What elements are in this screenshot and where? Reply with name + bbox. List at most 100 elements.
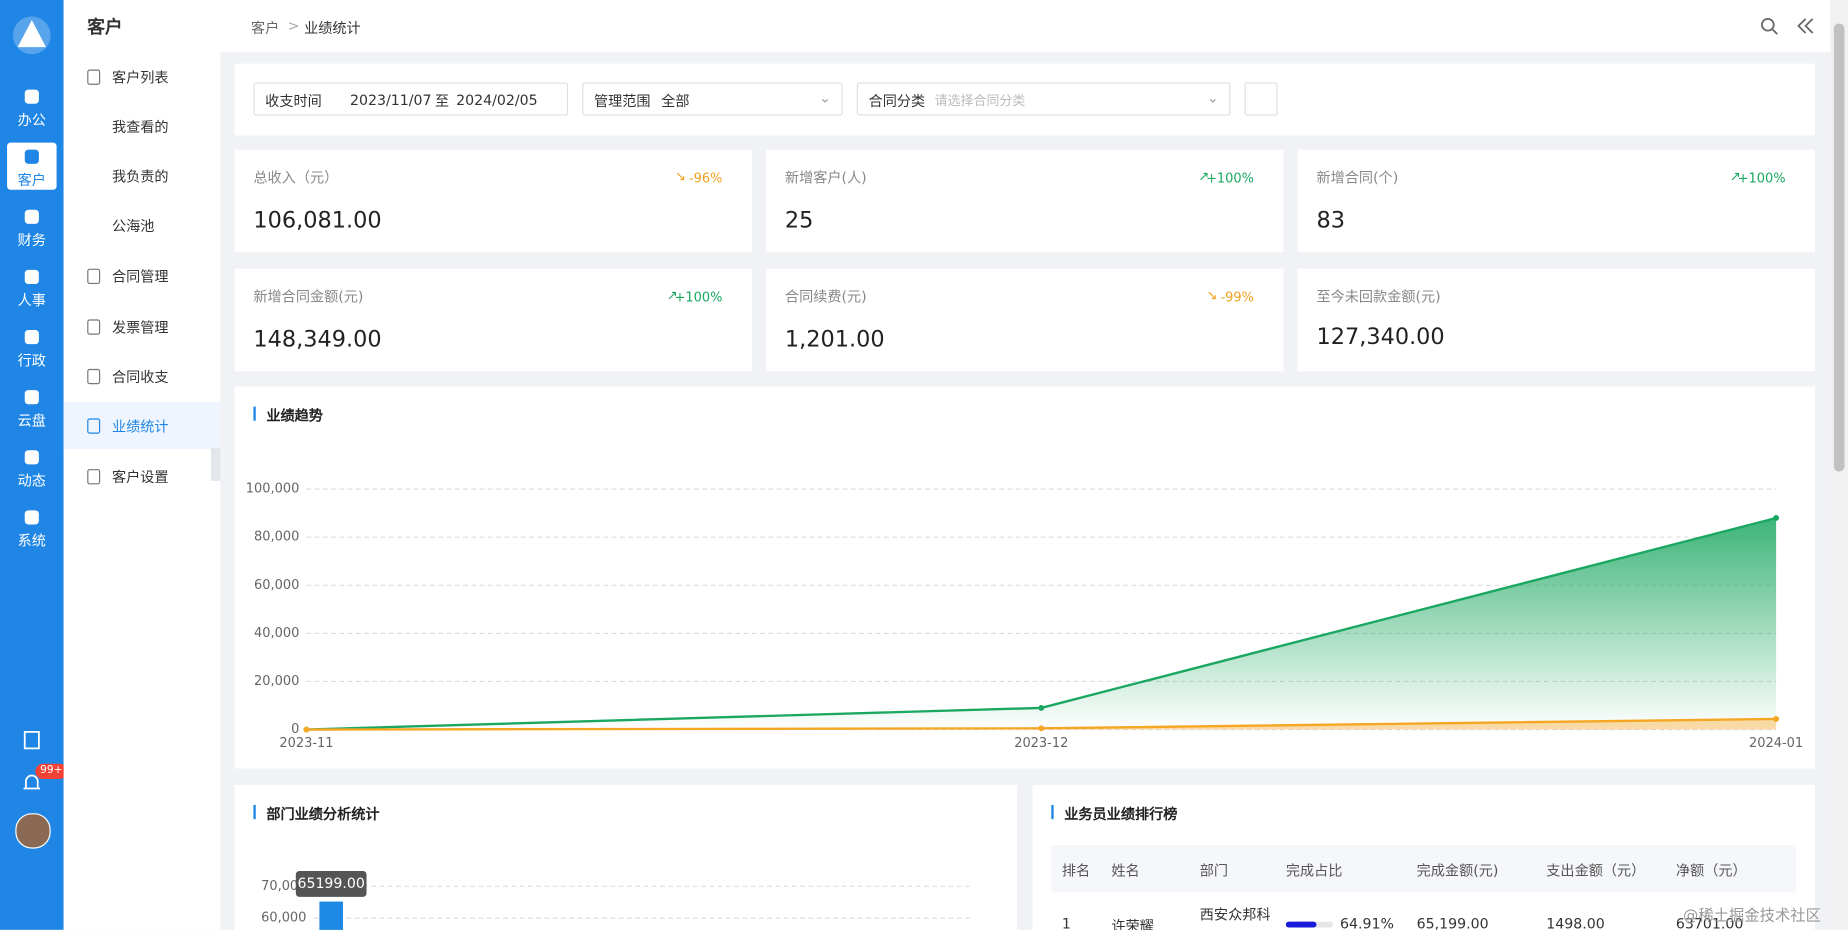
trend-icon: ↘ [675,168,686,184]
breadcrumb: 业绩统计 [304,20,361,37]
point [1773,515,1780,521]
sidebar: 办公客户财务人事行政云盘动态系统 99+ [0,0,68,930]
nav-label[interactable]: 办公 [17,111,46,129]
menu-item[interactable]: 业绩统计 [111,418,169,435]
search[interactable] [1760,16,1779,35]
trend-card: 业绩趋势 0 20,000 40,000 60,000 80,000 100,000 202… [234,386,1815,769]
stat-label: 合同续费(元) [784,288,867,306]
stat-change: +100% [1206,170,1254,187]
active-menu [63,401,221,450]
nav-label[interactable]: 客户 [17,172,46,189]
nav-label[interactable]: 系统 [17,532,46,550]
stat-value: 127,340.00 [1316,324,1445,351]
cell: 64.91% [1340,915,1394,930]
label: 管理范围 [593,93,651,110]
menu-item[interactable]: 客户设置 [111,469,169,486]
chevron: ⌄ [819,89,831,107]
avatar[interactable] [15,813,51,849]
menu-icon [87,469,101,485]
area [306,517,1777,730]
stat-change: -99% [1220,289,1254,306]
stat-label: 新增客户(人) [784,169,867,187]
column-header: 净额（元） [1675,862,1747,880]
watermark: @稀土掘金技术社区 [1682,907,1821,926]
menu-title: 客户 [87,16,123,38]
nav-label[interactable]: 人事 [17,292,46,309]
cell: 许荣耀 [1111,918,1154,930]
column-header: 完成金额(元) [1416,862,1499,880]
stat-value: 1,201.00 [784,326,885,353]
stat-label: 新增合同(个) [1316,169,1399,187]
progress-bar [1285,921,1317,928]
menu-item[interactable]: 发票管理 [111,319,169,336]
tooltip [295,870,367,897]
point [1773,716,1780,722]
stat-change: +100% [674,289,723,306]
filter-bar: 收支时间 2023/11/07 至 2024/02/05 管理范围 全部 ⌄ 合… [234,63,1815,136]
stat-change: -96% [688,170,723,187]
y-tick-label: 40,000 [254,626,299,641]
chart-title: 部门业绩分析统计 [266,806,380,823]
trend-icon: ↗ [1729,168,1741,184]
menu-item[interactable]: 合同管理 [111,268,169,286]
cell: 1498.00 [1546,915,1605,930]
cell: 西安众邦科 [1199,906,1271,923]
breadcrumb[interactable]: 客户 [251,20,280,37]
stat-label: 至今未回款金额(元) [1316,288,1441,306]
reset-button[interactable] [1244,82,1278,116]
cell: 1 [1061,915,1071,930]
dept-card: 部门业绩分析统计 60,000 70,000 65199.00 [234,784,1018,930]
y-tick-label: 20,000 [254,674,299,689]
label: 合同分类 [868,93,926,110]
stat-label: 新增合同金额(元) [253,288,364,306]
collapse[interactable] [1796,16,1815,35]
menu-item[interactable]: 我查看的 [111,119,169,136]
nav-icon [24,269,39,285]
stat-value: 83 [1316,207,1345,234]
x-tick-label: 2024-01 [1749,736,1803,751]
trend-icon: ↗ [666,287,678,303]
stat-card: 合同续费(元) 1,201.00 -99% ↘ [766,268,1284,372]
trend-icon: ↗ [1198,168,1210,184]
menu-item[interactable]: 客户列表 [111,69,169,87]
menu-item[interactable]: 合同收支 [111,368,169,386]
menu-icon [87,319,101,335]
column-header: 排名 [1061,862,1091,880]
nav-icon [24,329,39,345]
stat-value: 106,081.00 [253,207,382,234]
icon-doc[interactable] [22,731,41,750]
separator: > [287,17,300,35]
stat-label: 总收入（元） [253,169,339,187]
scrollbar[interactable] [1830,0,1848,930]
nav-label[interactable]: 云盘 [17,412,46,429]
menu-item[interactable]: 公海池 [111,218,155,235]
x-tick-label: 2023-12 [1014,736,1068,751]
menu-icon [87,268,101,285]
bar [319,901,343,930]
menu-item[interactable]: 我负责的 [111,168,169,186]
badge: 99+ [35,763,68,780]
category-select[interactable]: 合同分类 请选择合同分类 ⌄ [856,82,1231,116]
stat-card: 总收入（元） 106,081.00 -96% ↘ [234,149,752,253]
placeholder: 请选择合同分类 [934,93,1026,109]
y-tick-label: 60,000 [261,911,306,926]
nav-icon [24,209,39,224]
icon-bell[interactable] [21,772,42,793]
cell: 65,199.00 [1416,915,1489,930]
scope-select[interactable]: 管理范围 全部 ⌄ [582,82,843,116]
date-range[interactable]: 收支时间 2023/11/07 至 2024/02/05 [253,82,569,116]
column-header: 支出金额（元） [1546,862,1646,880]
header: 客户 > 业绩统计 [220,0,1831,52]
title-bar [253,406,256,421]
nav-icon [24,390,39,405]
title-bar [253,804,256,820]
collapse-handle[interactable] [210,447,221,481]
nav-label[interactable]: 行政 [17,352,46,369]
point [1038,704,1045,711]
nav-label[interactable]: 动态 [17,472,46,490]
nav-label[interactable]: 财务 [17,232,46,249]
trend-icon: ↘ [1206,287,1218,303]
